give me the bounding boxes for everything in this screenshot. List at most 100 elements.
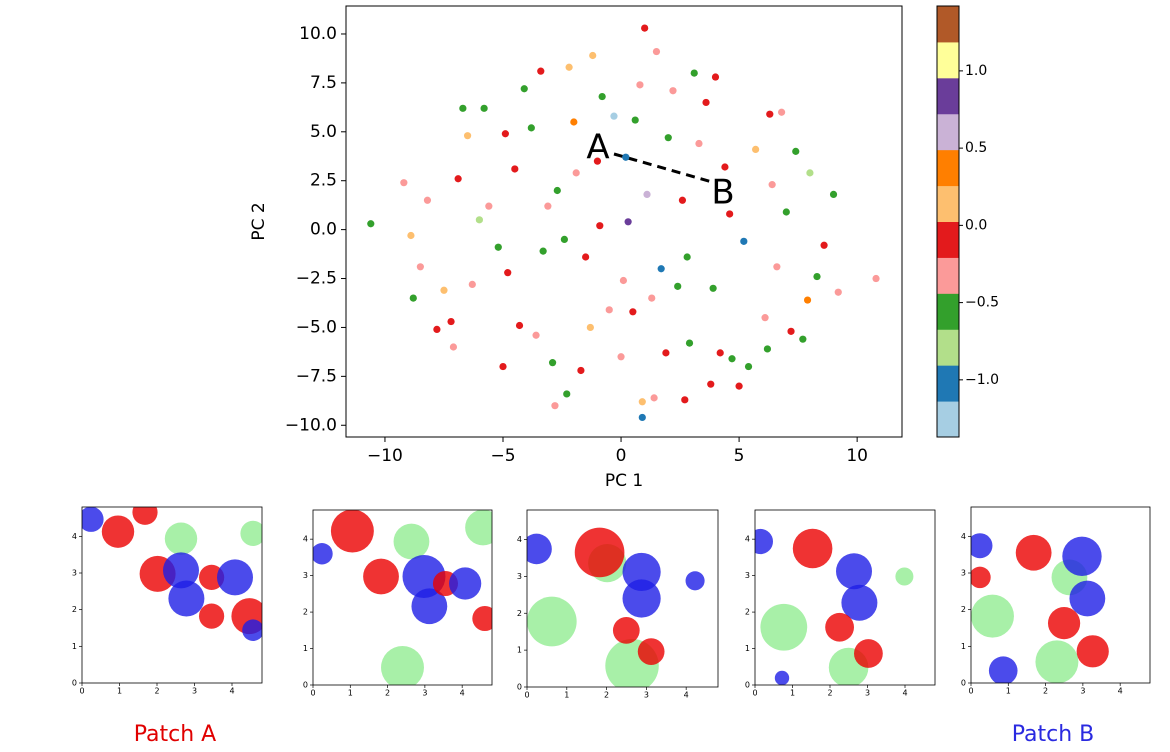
- x-tick-label: 0: [968, 687, 973, 696]
- patch-image: [755, 528, 914, 685]
- scatter-point: [617, 353, 625, 361]
- scatter-point: [629, 308, 637, 316]
- patch-blob: [1047, 607, 1081, 640]
- patch-blob: [381, 646, 424, 685]
- scatter-point: [707, 380, 715, 388]
- y-tick-label: 0: [961, 679, 966, 688]
- colorbar-segment: [937, 293, 959, 330]
- scatter-point: [650, 394, 658, 402]
- colorbar-segment: [937, 401, 959, 438]
- scatter-point: [652, 47, 661, 56]
- y-tick-label: 2: [745, 608, 750, 617]
- scatter-point: [605, 306, 613, 314]
- patch-blob: [472, 605, 492, 632]
- patch-blob: [1062, 536, 1102, 576]
- scatter-point: [468, 280, 476, 288]
- scatter-point: [532, 331, 540, 339]
- x-tick-label: 1: [117, 687, 122, 696]
- scatter-point: [494, 243, 502, 251]
- x-tick-label: 0: [79, 687, 84, 696]
- scatter-point: [416, 263, 424, 271]
- x-tick-label: 3: [422, 689, 427, 698]
- scatter-point: [511, 165, 519, 173]
- patch-blob: [330, 510, 374, 553]
- y-tick-label: 0: [517, 683, 522, 692]
- y-tick-label: 4: [517, 535, 522, 544]
- scatter-point: [721, 163, 729, 171]
- patch-blob: [411, 588, 448, 625]
- colorbar-segment: [937, 113, 959, 151]
- x-tick-label: 5: [734, 446, 745, 466]
- scatter-point: [681, 396, 689, 404]
- y-tick-label: 3: [961, 569, 966, 578]
- patch-blob: [1015, 534, 1052, 571]
- y-tick-label: 2: [72, 605, 77, 614]
- scatter-point: [726, 210, 734, 218]
- scatter-point: [447, 317, 455, 326]
- colorbar-tick-label: 0.5: [965, 140, 987, 156]
- x-tick-label: −10: [367, 446, 403, 466]
- scatter-point: [570, 118, 578, 126]
- scatter-point: [728, 355, 736, 363]
- x-axis-label: PC 1: [605, 471, 643, 491]
- scatter-point: [572, 169, 580, 177]
- patch-image: [82, 507, 262, 641]
- patch-blob: [988, 656, 1018, 683]
- scatter-point: [678, 196, 687, 204]
- scatter-point: [463, 132, 472, 140]
- patch-blob: [199, 603, 225, 629]
- scatter-point: [641, 24, 649, 32]
- scatter-point: [695, 139, 703, 148]
- colorbar-tick-label: 1.0: [965, 63, 987, 79]
- y-tick-label: 1: [961, 642, 966, 651]
- scatter-point: [638, 398, 646, 406]
- patch-blob: [836, 553, 872, 590]
- scatter-point: [593, 157, 602, 165]
- y-tick-label: 4: [303, 535, 308, 544]
- y-tick-label: 3: [303, 571, 308, 580]
- patch-blob: [574, 527, 625, 578]
- scatter-point: [610, 112, 618, 120]
- patch-blob: [854, 639, 883, 668]
- scatter-point: [643, 190, 651, 199]
- patch-panel: 0 1 2 3 4 0 1 2 3 4: [303, 509, 493, 698]
- patch-frame: [754, 509, 936, 686]
- patch-blob: [755, 528, 773, 555]
- patch-frame: [526, 509, 719, 688]
- scatter-point: [565, 63, 573, 71]
- x-tick-label: 4: [1118, 687, 1123, 696]
- scatter-point: [777, 108, 786, 116]
- scatter-point: [548, 359, 557, 367]
- patch-panel: 0 1 2 3 4 0 1 2 3 4: [745, 509, 936, 698]
- scatter-point: [527, 124, 535, 132]
- patch-frame: [312, 509, 493, 686]
- plot-frame: [345, 5, 903, 438]
- x-tick-label: 2: [604, 691, 609, 700]
- y-tick-label: 2: [303, 608, 308, 617]
- patch-blob: [527, 533, 552, 565]
- scatter-point: [648, 294, 656, 302]
- scatter-point: [423, 196, 432, 204]
- x-tick-label: 0: [616, 446, 627, 466]
- y-tick-label: 1: [517, 646, 522, 655]
- patch-blob: [449, 567, 482, 600]
- scatter-point: [449, 343, 458, 351]
- x-tick-label: 0: [310, 689, 315, 698]
- scatter-point: [586, 323, 594, 332]
- scatter-point: [440, 286, 448, 294]
- y-tick-label: 7.5: [310, 73, 337, 93]
- patch-blob: [163, 552, 199, 589]
- patch-blob: [240, 520, 262, 546]
- scatter-point: [504, 269, 512, 277]
- y-tick-label: 0: [72, 679, 77, 688]
- x-tick-label: 3: [192, 687, 197, 696]
- x-tick-label: 4: [684, 691, 689, 700]
- scatter-point: [485, 202, 493, 210]
- y-tick-label: 2.5: [310, 171, 337, 191]
- patch-blob: [774, 670, 790, 685]
- x-tick-label: 4: [460, 689, 465, 698]
- scatter-point: [711, 73, 720, 81]
- scatter-point: [433, 325, 441, 333]
- y-tick-label: −2.5: [296, 269, 337, 289]
